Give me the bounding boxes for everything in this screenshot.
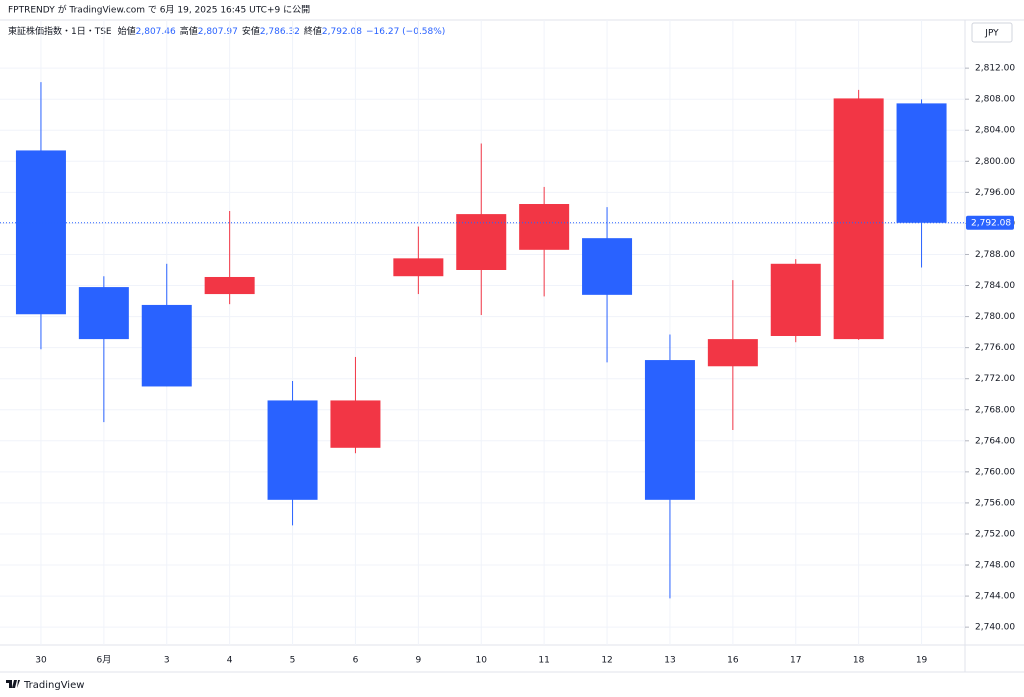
y-tick-label: 2,740.00 [975,623,1015,633]
logo [6,680,20,688]
legend-label: 始値 [118,25,136,37]
candle-body [707,339,758,367]
candle-body [393,258,444,277]
candle-body [204,276,255,295]
currency: JPY [984,29,999,39]
x-tick-label: 5 [290,656,296,666]
last-price-label: 2,792.08 [971,218,1011,228]
candle-body [456,214,507,270]
candle-body [833,98,884,340]
legend-value: 2,786.32 [260,27,300,37]
x-tick-label: 17 [790,656,801,666]
x-tick-label: 16 [727,656,739,666]
y-tick-label: 2,764.00 [975,436,1015,446]
legend-value: 2,792.08 [322,27,362,37]
candle-body [141,304,192,387]
candle-body [896,103,947,223]
y-tick-label: 2,812.00 [975,64,1015,74]
x-tick-label: 13 [664,656,675,666]
y-tick-label: 2,748.00 [975,561,1015,571]
candle-body [770,263,821,336]
legend-change: −16.27 (−0.58%) [366,27,445,37]
x-tick-label: 10 [476,656,488,666]
last-price-box [966,215,1014,230]
y-tick-label: 2,784.00 [975,281,1015,291]
x-tick-label: 19 [916,656,928,666]
y-tick-label: 2,744.00 [975,592,1015,602]
legend-label: 安値 [242,25,260,37]
y-tick-label: 2,788.00 [975,250,1015,260]
x-tick-label: 12 [601,656,612,666]
footer: TradingView [23,680,84,691]
candle-body [582,238,633,295]
candle-body [78,287,129,340]
legend-value: 2,807.46 [136,27,176,37]
y-tick-label: 2,756.00 [975,498,1015,508]
y-tick-label: 2,804.00 [975,126,1015,136]
legend: 東証株価指数・1日・TSE 始値2,807.46 高値2,807.97 安値2,786… [8,25,445,37]
candle-body [267,400,318,500]
x-tick-label: 4 [227,656,233,666]
y-tick-label: 2,800.00 [975,157,1015,167]
legend-symbol: 東証株価指数・1日・TSE [8,25,112,37]
x-tick-label: 11 [538,656,549,666]
x-tick-label: 9 [415,656,421,666]
x-tick-label: 18 [853,656,865,666]
candle-body [330,400,381,448]
y-tick-label: 2,776.00 [975,343,1015,353]
y-tick-label: 2,796.00 [975,188,1015,198]
header: FPTRENDY が TradingView.com で 6月 19, 2025… [8,4,310,16]
y-tick-label: 2,808.00 [975,95,1015,105]
x-tick-label: 30 [35,656,47,666]
legend-label: 高値 [180,25,198,37]
candle-body [644,360,695,500]
y-tick-label: 2,752.00 [975,529,1015,539]
y-tick-label: 2,760.00 [975,467,1015,477]
legend-label: 終値 [304,25,322,37]
currency-box [971,22,1013,43]
legend-value: 2,807.97 [198,27,238,37]
x-tick-label: 6月 [96,655,111,666]
y-tick-label: 2,768.00 [975,405,1015,415]
y-tick-label: 2,780.00 [975,312,1015,322]
x-tick-label: 6 [353,656,359,666]
y-tick-label: 2,772.00 [975,374,1015,384]
logo-icon [6,680,20,688]
x-tick-label: 3 [164,656,170,666]
candle-body [15,150,66,315]
candle-body [519,204,570,250]
